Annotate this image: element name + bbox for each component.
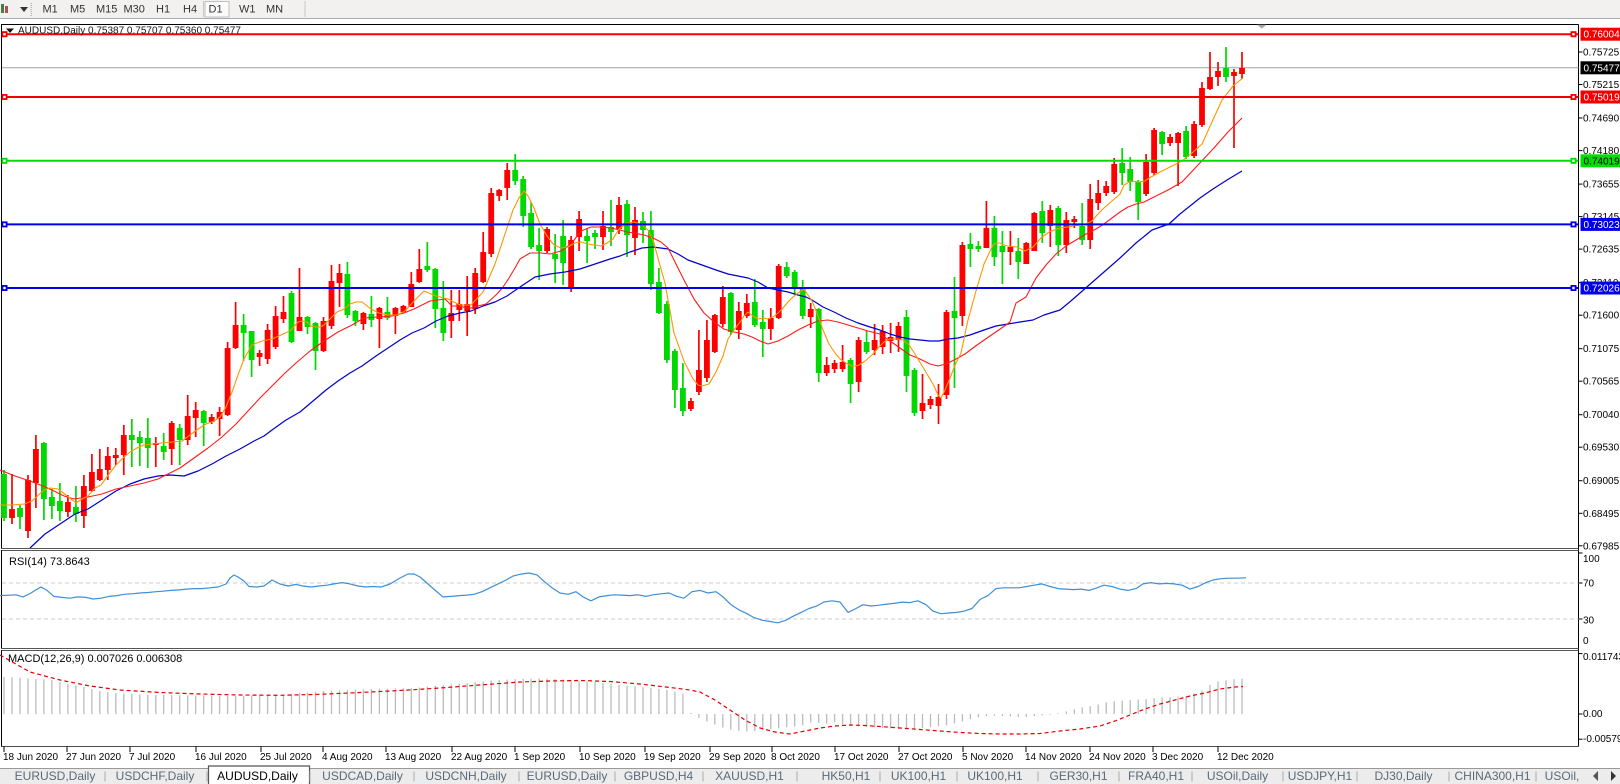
svg-text:10 Sep 2020: 10 Sep 2020 [579,752,636,763]
svg-text:0.67985: 0.67985 [1583,541,1620,552]
svg-text:4 Aug 2020: 4 Aug 2020 [322,752,373,763]
svg-text:1 Sep 2020: 1 Sep 2020 [514,752,566,763]
svg-text:29 Sep 2020: 29 Sep 2020 [709,752,766,763]
svg-text:H1: H1 [156,4,170,16]
svg-text:0.70565: 0.70565 [1583,377,1620,388]
svg-text:16 Jul 2020: 16 Jul 2020 [195,752,247,763]
svg-text:USDCHF,Daily: USDCHF,Daily [116,769,195,783]
svg-text:USDCAD,Daily: USDCAD,Daily [322,769,403,783]
svg-text:13 Aug 2020: 13 Aug 2020 [385,752,442,763]
svg-text:0.69005: 0.69005 [1583,476,1620,487]
svg-text:MACD(12,26,9) 0.007026 0.00630: MACD(12,26,9) 0.007026 0.006308 [8,653,182,665]
svg-text:M15: M15 [96,4,117,16]
svg-text:0.73655: 0.73655 [1583,180,1620,191]
svg-text:M1: M1 [43,4,58,16]
svg-text:0.71600: 0.71600 [1583,311,1620,322]
svg-text:D1: D1 [209,4,223,16]
svg-text:0.74019: 0.74019 [1584,156,1620,167]
svg-text:8 Oct 2020: 8 Oct 2020 [771,752,820,763]
svg-text:0.75019: 0.75019 [1584,93,1620,104]
svg-text:19 Sep 2020: 19 Sep 2020 [644,752,701,763]
svg-text:UK100,H1: UK100,H1 [891,769,947,783]
svg-text:5 Nov 2020: 5 Nov 2020 [962,752,1014,763]
svg-text:MN: MN [266,4,283,16]
svg-text:0.011743: 0.011743 [1583,652,1620,663]
svg-text:USOil,Daily: USOil,Daily [1207,769,1268,783]
svg-text:-0.00579: -0.00579 [1583,734,1620,745]
svg-text:0.76004: 0.76004 [1584,30,1620,41]
svg-text:H4: H4 [183,4,197,16]
svg-text:USOil,: USOil, [1545,769,1580,783]
svg-text:18 Jun 2020: 18 Jun 2020 [3,752,58,763]
svg-text:0.73145: 0.73145 [1583,212,1620,223]
svg-text:0.74180: 0.74180 [1583,146,1620,157]
svg-text:EURUSD,Daily: EURUSD,Daily [15,769,96,783]
svg-text:100: 100 [1583,554,1600,565]
svg-text:14 Nov 2020: 14 Nov 2020 [1025,752,1082,763]
svg-text:0.75215: 0.75215 [1583,80,1620,91]
svg-text:27 Oct 2020: 27 Oct 2020 [898,752,953,763]
svg-text:W1: W1 [239,4,256,16]
svg-text:AUDUSD,Daily: AUDUSD,Daily [217,769,298,783]
svg-text:DJ30,Daily: DJ30,Daily [1374,769,1432,783]
svg-text:RSI(14) 73.8643: RSI(14) 73.8643 [9,556,90,568]
svg-text:0.72026: 0.72026 [1584,284,1620,295]
svg-text:12 Dec 2020: 12 Dec 2020 [1217,752,1274,763]
svg-text:3 Dec 2020: 3 Dec 2020 [1152,752,1204,763]
svg-text:AUDUSD,Daily 0.75387 0.75707: AUDUSD,Daily 0.75387 0.75707 0.75360 0.7… [18,26,241,37]
svg-text:0.69530: 0.69530 [1583,443,1620,454]
svg-text:0.74690: 0.74690 [1583,114,1620,125]
svg-text:GBPUSD,H4: GBPUSD,H4 [624,769,694,783]
svg-text:22 Aug 2020: 22 Aug 2020 [451,752,508,763]
svg-text:EURUSD,Daily: EURUSD,Daily [527,769,608,783]
svg-text:USDCNH,Daily: USDCNH,Daily [425,769,506,783]
svg-text:0.68495: 0.68495 [1583,509,1620,520]
svg-text:XAUUSD,H1: XAUUSD,H1 [715,769,784,783]
svg-text:30: 30 [1583,616,1595,627]
svg-text:UK100,H1: UK100,H1 [967,769,1023,783]
svg-text:24 Nov 2020: 24 Nov 2020 [1089,752,1146,763]
svg-text:27 Jun 2020: 27 Jun 2020 [66,752,121,763]
svg-text:0.00: 0.00 [1583,709,1603,720]
svg-text:0: 0 [1583,636,1589,647]
svg-text:USDJPY,H1: USDJPY,H1 [1288,769,1353,783]
svg-text:17 Oct 2020: 17 Oct 2020 [834,752,889,763]
svg-text:0.72635: 0.72635 [1583,245,1620,256]
svg-text:7 Jul 2020: 7 Jul 2020 [129,752,176,763]
svg-text:0.75725: 0.75725 [1583,48,1620,59]
svg-text:25 Jul 2020: 25 Jul 2020 [260,752,312,763]
svg-text:CHINA300,H1: CHINA300,H1 [1454,769,1530,783]
svg-text:GER30,H1: GER30,H1 [1049,769,1107,783]
svg-text:0.70040: 0.70040 [1583,410,1620,421]
svg-text:0.75477: 0.75477 [1584,63,1620,74]
svg-text:FRA40,H1: FRA40,H1 [1128,769,1184,783]
svg-text:M30: M30 [124,4,145,16]
svg-text:70: 70 [1583,579,1595,590]
svg-text:0.71075: 0.71075 [1583,344,1620,355]
svg-text:0.73023: 0.73023 [1584,220,1620,231]
svg-text:M5: M5 [70,4,85,16]
svg-text:HK50,H1: HK50,H1 [822,769,871,783]
